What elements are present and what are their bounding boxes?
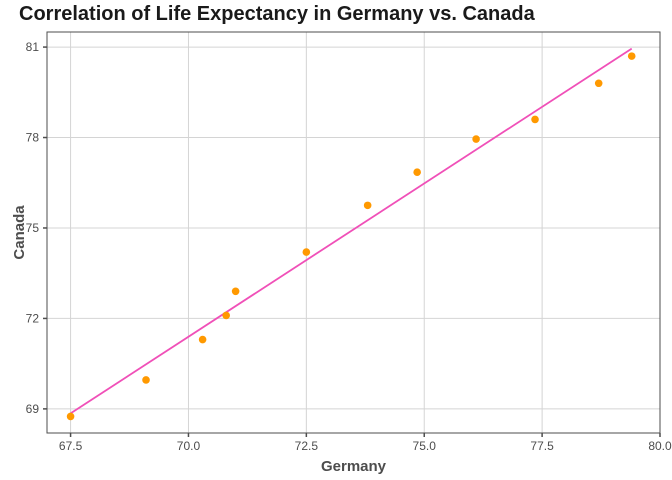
data-point (198, 335, 207, 344)
data-point (231, 287, 240, 296)
y-tick-label: 72 (26, 311, 40, 325)
data-point (142, 376, 150, 384)
x-tick-label: 70.0 (177, 439, 201, 453)
chart-title: Correlation of Life Expectancy in German… (19, 3, 535, 25)
data-point (66, 412, 75, 421)
y-axis-ticks: 69 72 75 78 81 (26, 40, 47, 416)
data-point (222, 311, 230, 320)
data-point (302, 248, 311, 256)
trend-line (70, 47, 633, 415)
gridlines (47, 32, 661, 433)
x-tick-label: 72.5 (295, 439, 319, 453)
data-points (66, 52, 636, 421)
x-tick-label: 80.0 (648, 439, 672, 453)
y-tick-label: 75 (26, 221, 40, 235)
y-tick-label: 81 (26, 40, 40, 54)
data-point (413, 168, 421, 176)
y-tick-label: 69 (26, 402, 40, 416)
data-point (472, 135, 480, 143)
y-axis-title: Canada (11, 205, 28, 260)
x-tick-label: 67.5 (59, 439, 83, 453)
y-tick-label: 78 (26, 131, 40, 145)
x-tick-label: 77.5 (530, 439, 554, 453)
panel-border (46, 31, 661, 434)
data-point (627, 52, 636, 60)
x-tick-label: 75.0 (413, 439, 437, 453)
data-point (363, 201, 372, 210)
data-point (531, 115, 539, 124)
x-axis-title: Germany (321, 458, 387, 475)
x-axis-ticks: 67.5 70.0 72.5 75.0 77.5 80.0 (59, 433, 672, 453)
data-point (594, 79, 603, 88)
